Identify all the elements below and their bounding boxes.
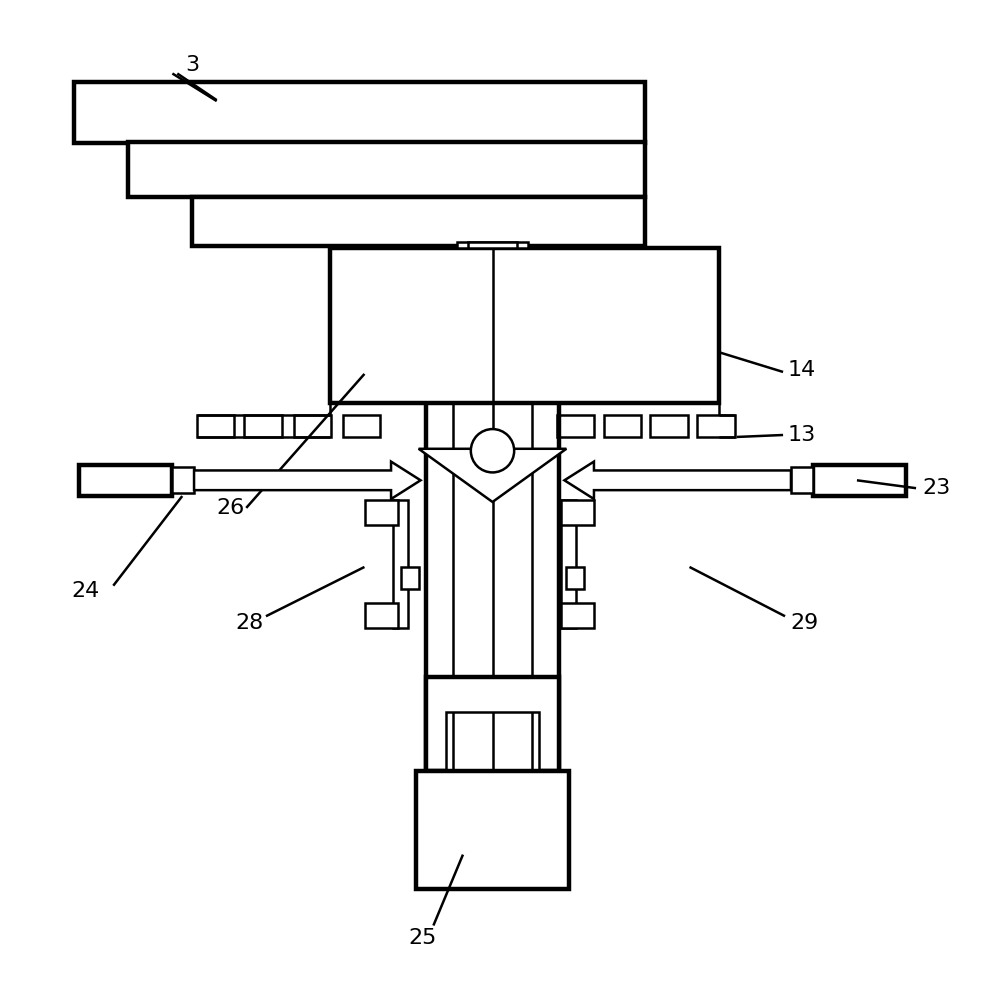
Text: 14: 14 — [788, 360, 817, 380]
Bar — [697, 415, 735, 437]
Bar — [650, 415, 688, 437]
Bar — [813, 465, 906, 496]
Bar — [416, 771, 569, 889]
Bar — [426, 677, 559, 771]
Bar — [128, 142, 645, 197]
Bar — [561, 603, 594, 628]
Bar — [343, 415, 380, 437]
Bar — [457, 242, 528, 248]
Text: 23: 23 — [922, 478, 951, 498]
Polygon shape — [419, 449, 566, 502]
Bar — [172, 467, 194, 493]
Bar — [566, 567, 584, 589]
FancyArrow shape — [194, 462, 421, 499]
Bar — [197, 415, 234, 437]
Text: 26: 26 — [216, 498, 244, 518]
Text: 24: 24 — [71, 581, 99, 601]
Text: 3: 3 — [185, 55, 199, 75]
Bar — [74, 82, 645, 143]
Bar — [294, 415, 331, 437]
Bar — [244, 415, 282, 437]
Bar — [791, 467, 813, 493]
Bar — [561, 500, 594, 525]
Bar — [330, 248, 719, 403]
Bar — [557, 415, 594, 437]
Bar — [561, 500, 576, 628]
Bar — [192, 197, 645, 246]
Bar — [393, 500, 408, 628]
Text: 13: 13 — [788, 425, 817, 445]
Bar — [365, 603, 398, 628]
FancyArrow shape — [564, 462, 791, 499]
Bar — [604, 415, 641, 437]
Bar — [458, 786, 527, 845]
Text: 29: 29 — [790, 613, 819, 633]
Text: 28: 28 — [235, 613, 264, 633]
Bar — [365, 500, 398, 525]
Text: 25: 25 — [409, 928, 437, 948]
Circle shape — [471, 429, 514, 472]
Bar — [401, 567, 419, 589]
Bar — [468, 242, 517, 248]
Bar — [446, 712, 540, 786]
Bar — [79, 465, 172, 496]
